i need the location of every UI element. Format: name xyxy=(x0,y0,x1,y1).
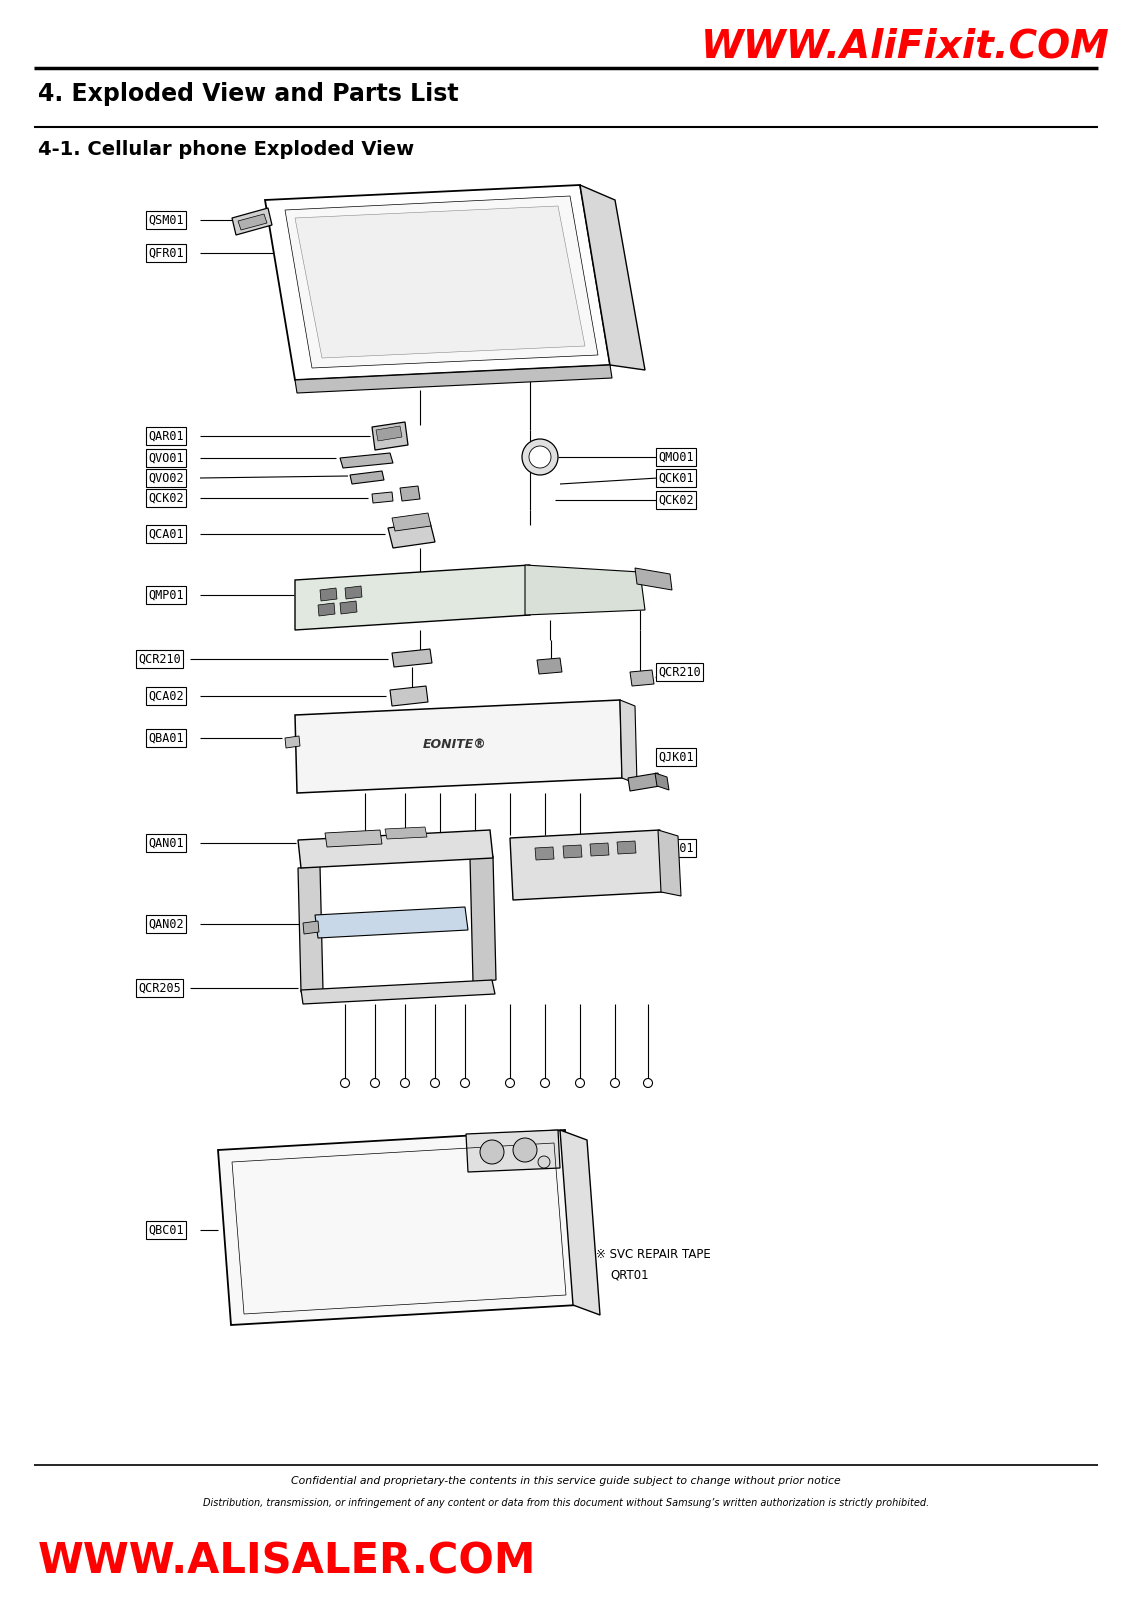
Polygon shape xyxy=(265,186,610,379)
Polygon shape xyxy=(525,565,645,614)
Polygon shape xyxy=(238,214,267,230)
Text: QSP01: QSP01 xyxy=(658,842,694,854)
Polygon shape xyxy=(376,426,402,442)
Polygon shape xyxy=(511,830,663,899)
Polygon shape xyxy=(655,773,669,790)
Text: QBA01: QBA01 xyxy=(148,731,183,744)
Text: WWW.ALISALER.COM: WWW.ALISALER.COM xyxy=(38,1539,537,1582)
Polygon shape xyxy=(537,658,561,674)
Text: QCK02: QCK02 xyxy=(148,491,183,504)
Polygon shape xyxy=(315,907,468,938)
Circle shape xyxy=(540,1078,549,1088)
Circle shape xyxy=(529,446,551,467)
Text: QCR210: QCR210 xyxy=(138,653,181,666)
Polygon shape xyxy=(320,587,337,602)
Polygon shape xyxy=(617,842,636,854)
Text: QAN01: QAN01 xyxy=(148,837,183,850)
Polygon shape xyxy=(470,856,496,982)
Text: QVO01: QVO01 xyxy=(148,451,183,464)
Polygon shape xyxy=(466,1130,560,1171)
Polygon shape xyxy=(563,845,582,858)
Polygon shape xyxy=(385,827,427,838)
Polygon shape xyxy=(298,830,494,867)
Polygon shape xyxy=(325,830,381,846)
Polygon shape xyxy=(628,773,660,790)
Polygon shape xyxy=(340,453,393,467)
Polygon shape xyxy=(285,736,300,749)
Polygon shape xyxy=(590,843,609,856)
Circle shape xyxy=(430,1078,439,1088)
Circle shape xyxy=(480,1139,504,1165)
Polygon shape xyxy=(285,195,598,368)
Circle shape xyxy=(506,1078,515,1088)
Text: QMO01: QMO01 xyxy=(658,451,694,464)
Text: QCR205: QCR205 xyxy=(138,981,181,995)
Circle shape xyxy=(610,1078,619,1088)
Polygon shape xyxy=(392,514,431,531)
Text: Distribution, transmission, or infringement of any content or data from this doc: Distribution, transmission, or infringem… xyxy=(203,1498,929,1507)
Polygon shape xyxy=(635,568,672,590)
Polygon shape xyxy=(658,830,681,896)
Polygon shape xyxy=(620,701,637,784)
Circle shape xyxy=(575,1078,584,1088)
Polygon shape xyxy=(372,422,408,450)
Circle shape xyxy=(341,1078,350,1088)
Text: WWW.AliFixit.COM: WWW.AliFixit.COM xyxy=(701,27,1110,66)
Polygon shape xyxy=(295,365,612,394)
Polygon shape xyxy=(535,846,554,861)
Polygon shape xyxy=(295,206,585,358)
Polygon shape xyxy=(318,603,335,616)
Circle shape xyxy=(513,1138,537,1162)
Text: QCK02: QCK02 xyxy=(658,493,694,507)
Text: QMP01: QMP01 xyxy=(148,589,183,602)
Polygon shape xyxy=(218,1130,578,1325)
Polygon shape xyxy=(295,565,530,630)
Polygon shape xyxy=(350,470,384,483)
Text: ※ SVC REPAIR TAPE: ※ SVC REPAIR TAPE xyxy=(597,1248,711,1261)
Text: QBC01: QBC01 xyxy=(148,1224,183,1237)
Polygon shape xyxy=(301,979,495,1005)
Text: QFR01: QFR01 xyxy=(148,246,183,259)
Text: QSM01: QSM01 xyxy=(148,213,183,227)
Circle shape xyxy=(522,438,558,475)
Text: EONITE®: EONITE® xyxy=(423,739,487,752)
Text: QAN02: QAN02 xyxy=(148,917,183,931)
Polygon shape xyxy=(400,486,420,501)
Text: QCR210: QCR210 xyxy=(658,666,701,678)
Text: QCA02: QCA02 xyxy=(148,690,183,702)
Circle shape xyxy=(538,1155,550,1168)
Text: QAR01: QAR01 xyxy=(148,429,183,443)
Polygon shape xyxy=(560,1130,600,1315)
Polygon shape xyxy=(303,922,319,934)
Text: QCK01: QCK01 xyxy=(658,472,694,485)
Polygon shape xyxy=(392,650,432,667)
Text: 4. Exploded View and Parts List: 4. Exploded View and Parts List xyxy=(38,82,458,106)
Polygon shape xyxy=(295,701,621,794)
Polygon shape xyxy=(232,208,272,235)
Text: QJK01: QJK01 xyxy=(658,750,694,763)
Text: QVO02: QVO02 xyxy=(148,472,183,485)
Text: Confidential and proprietary-the contents in this service guide subject to chang: Confidential and proprietary-the content… xyxy=(291,1475,841,1486)
Polygon shape xyxy=(631,670,654,686)
Circle shape xyxy=(643,1078,652,1088)
Polygon shape xyxy=(391,686,428,706)
Polygon shape xyxy=(340,602,357,614)
Polygon shape xyxy=(580,186,645,370)
Text: QCA01: QCA01 xyxy=(148,528,183,541)
Polygon shape xyxy=(345,586,362,598)
Text: 4-1. Cellular phone Exploded View: 4-1. Cellular phone Exploded View xyxy=(38,141,414,158)
Circle shape xyxy=(401,1078,410,1088)
Polygon shape xyxy=(372,493,393,502)
Circle shape xyxy=(461,1078,470,1088)
Circle shape xyxy=(370,1078,379,1088)
Polygon shape xyxy=(298,866,323,992)
Polygon shape xyxy=(388,522,435,547)
Text: QRT01: QRT01 xyxy=(610,1267,649,1282)
